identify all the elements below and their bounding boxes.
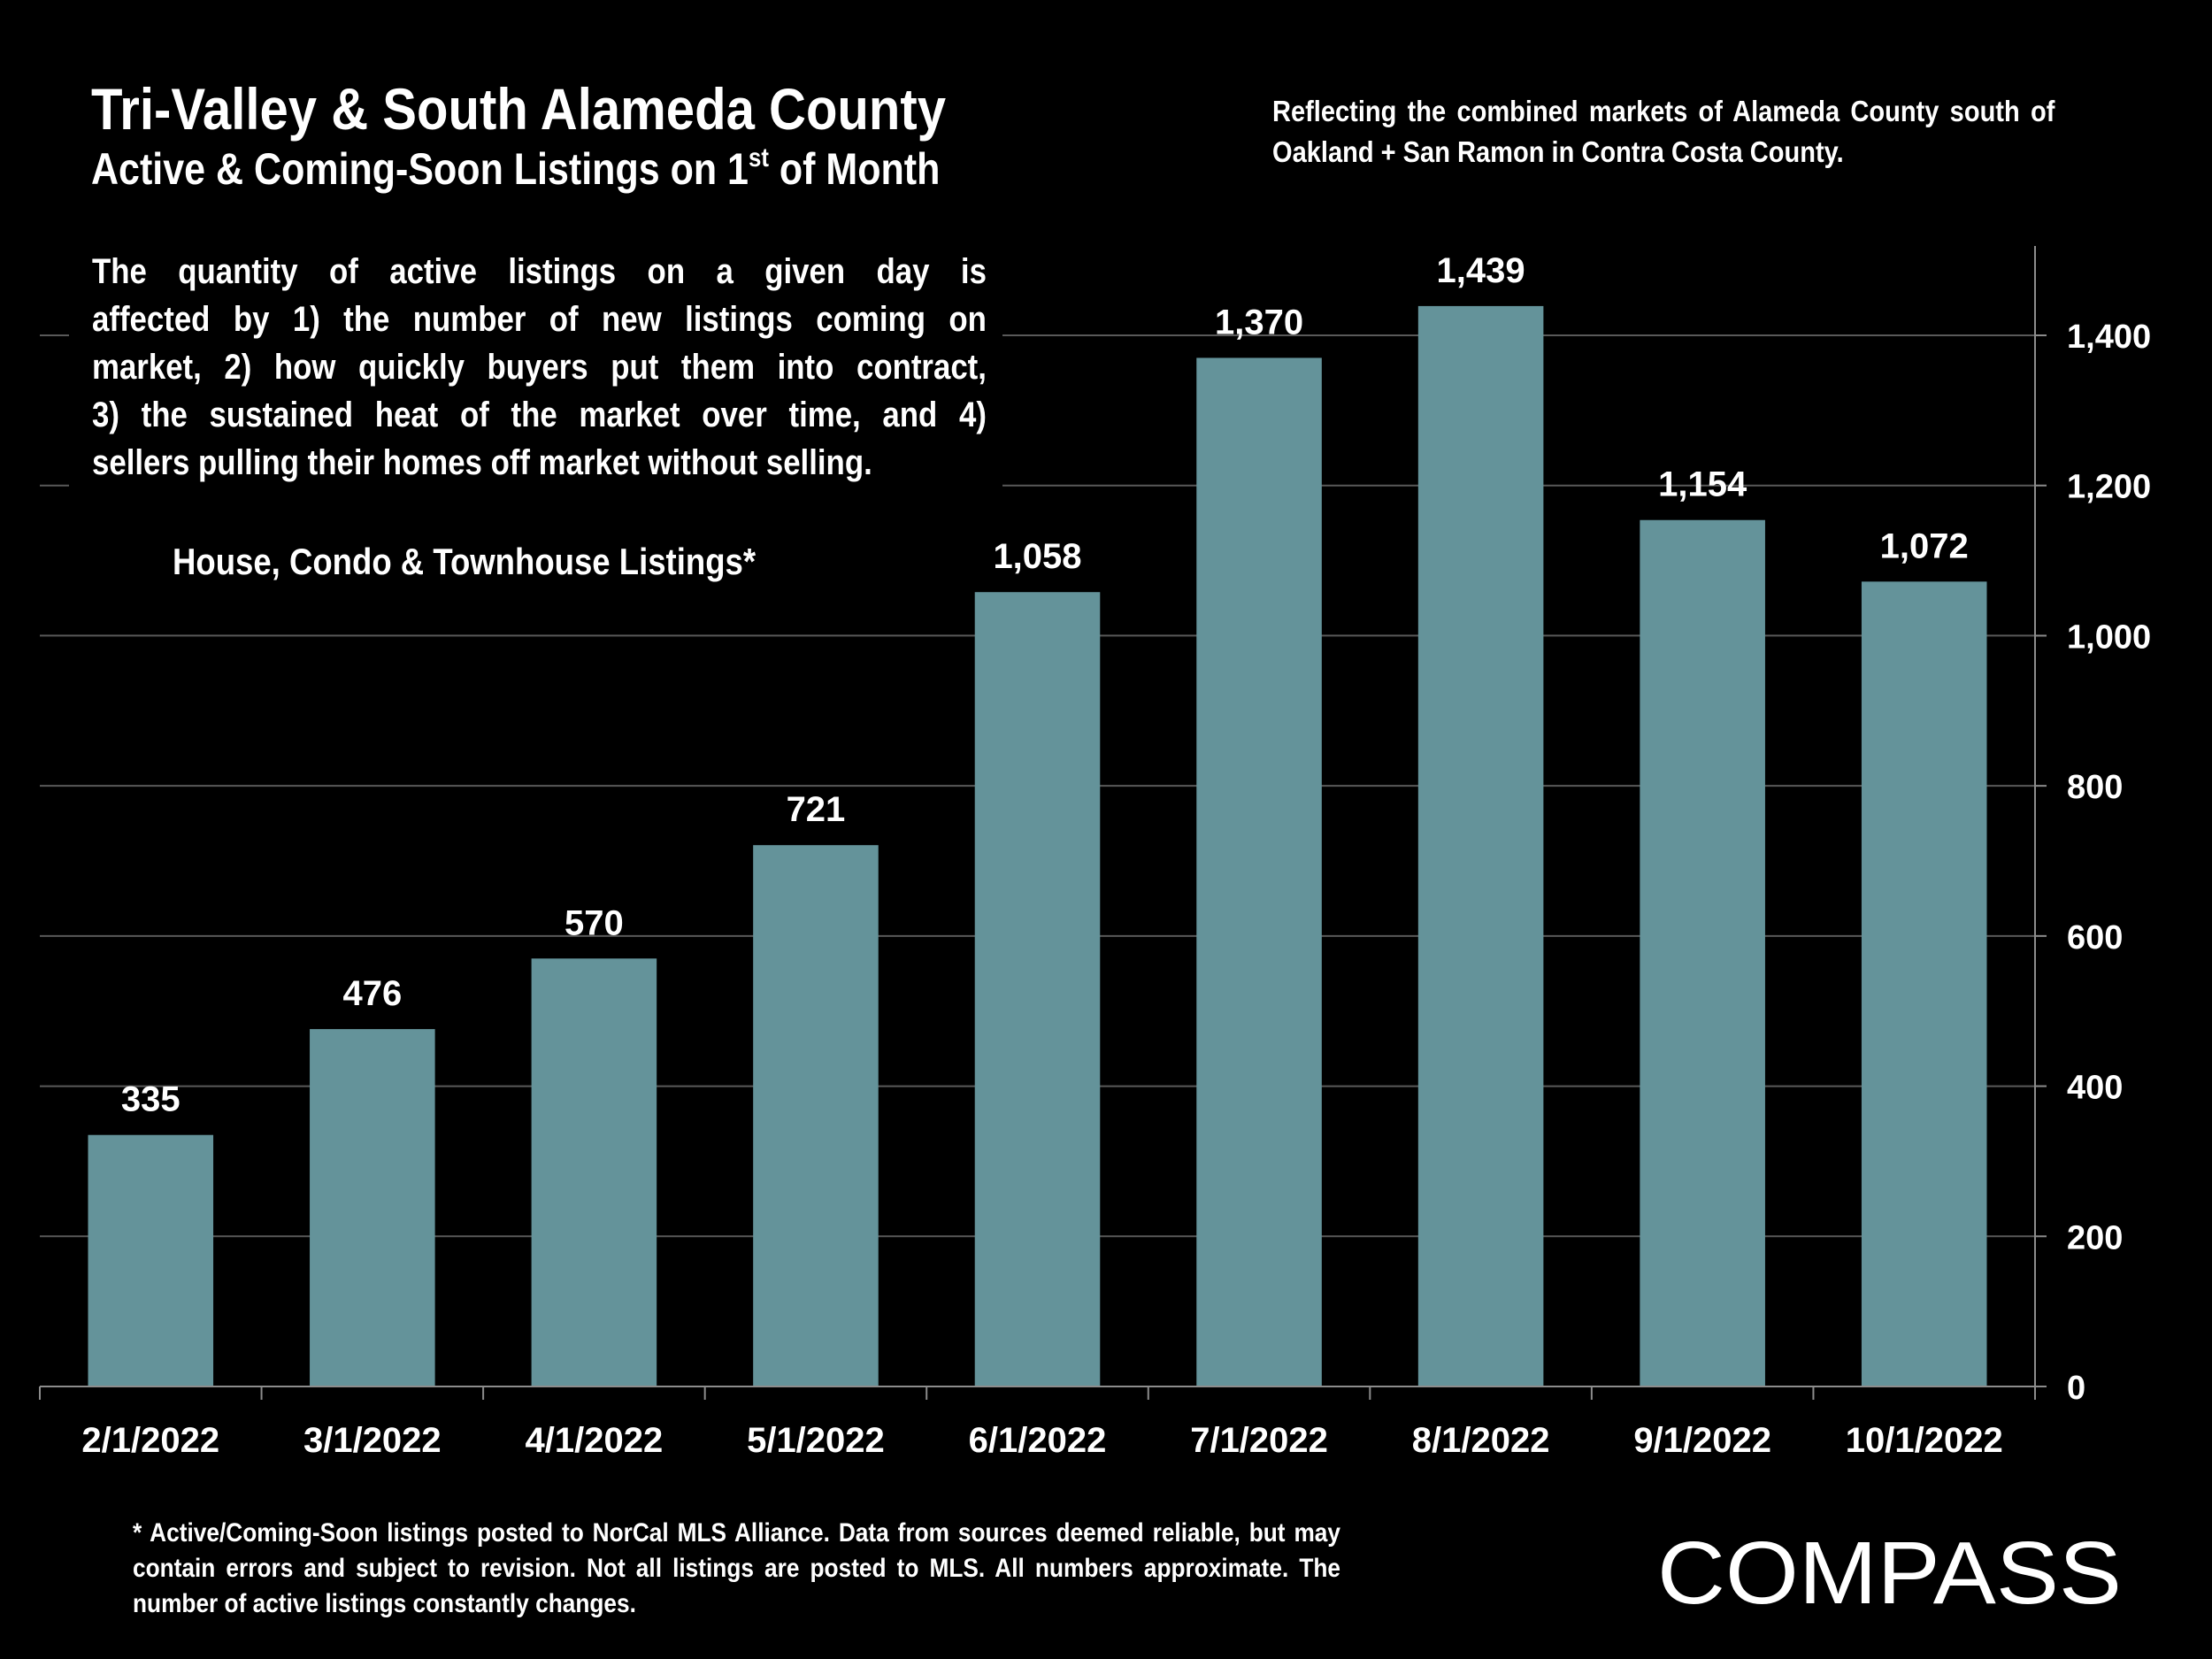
bar xyxy=(1196,357,1322,1386)
data-label: 721 xyxy=(787,790,846,829)
y-tick-label: 400 xyxy=(2067,1070,2123,1107)
y-tick-label: 800 xyxy=(2067,769,2123,806)
explanation-line: sellers pulling their homes off market w… xyxy=(92,443,872,482)
logo-text: COMPASS xyxy=(1657,1536,2122,1609)
data-label: 1,154 xyxy=(1658,465,1747,504)
subtitle-text: Active & Coming-Soon Listings on 1st of … xyxy=(91,144,941,194)
data-label: 570 xyxy=(565,903,624,942)
data-label: 1,058 xyxy=(993,537,1081,576)
x-tick-label: 7/1/2022 xyxy=(1190,1421,1328,1460)
data-label: 335 xyxy=(121,1080,180,1119)
subtitle-end: of Month xyxy=(768,144,941,194)
y-tick-label: 600 xyxy=(2067,919,2123,956)
subtitle-main: Active & Coming-Soon Listings on 1 xyxy=(91,144,749,194)
explanation-line: 3) the sustained heat of the market over… xyxy=(92,396,987,434)
data-labels: 335 476 570 721 1,058 1,370 1,439 1,154 1,072 xyxy=(121,251,1969,1119)
y-tick-label: 1,000 xyxy=(2067,618,2151,656)
explanation-box: The quantity of active listings on a giv… xyxy=(69,241,1002,494)
x-tick-label: 5/1/2022 xyxy=(747,1421,885,1460)
scope-note-text: Reflecting the combined markets of Alame… xyxy=(1272,95,2055,168)
title-text: Tri-Valley & South Alameda County xyxy=(91,76,947,142)
compass-logo: COMPASS xyxy=(1657,1536,2122,1609)
data-label: 476 xyxy=(342,974,402,1013)
bar xyxy=(753,845,879,1386)
scope-note: Reflecting the combined markets of Alame… xyxy=(1272,91,2055,173)
x-tick-label: 10/1/2022 xyxy=(1846,1421,2003,1460)
bar xyxy=(1417,305,1544,1386)
bar xyxy=(531,958,657,1386)
y-tick-label: 1,200 xyxy=(2067,469,2151,506)
series-label-text: House, Condo & Townhouse Listings* xyxy=(173,541,757,582)
x-tick-label: 2/1/2022 xyxy=(81,1421,219,1460)
x-tick-label: 9/1/2022 xyxy=(1633,1421,1771,1460)
x-tick-label: 3/1/2022 xyxy=(303,1421,442,1460)
data-label: 1,439 xyxy=(1437,251,1525,290)
footnote: * Active/Coming-Soon listings posted to … xyxy=(133,1516,1340,1622)
series-label: House, Condo & Townhouse Listings* xyxy=(173,543,843,580)
chart-title: Tri-Valley & South Alameda County xyxy=(91,80,1063,138)
bar xyxy=(310,1029,435,1386)
y-tick-label: 0 xyxy=(2067,1370,2085,1407)
bar xyxy=(974,592,1101,1386)
explanation-text: The quantity of active listings on a giv… xyxy=(92,248,987,487)
x-tick-label: 6/1/2022 xyxy=(969,1421,1107,1460)
explanation-line: affected by 1) the number of new listing… xyxy=(92,300,987,339)
explanation-line: The quantity of active listings on a giv… xyxy=(92,252,987,291)
bar xyxy=(1861,581,1987,1386)
y-tick-label: 1,400 xyxy=(2067,319,2151,356)
bar xyxy=(88,1134,214,1386)
data-label: 1,072 xyxy=(1880,526,1969,565)
chart-subtitle: Active & Coming-Soon Listings on 1st of … xyxy=(91,144,1079,194)
explanation-line: market, 2) how quickly buyers put them i… xyxy=(92,348,987,387)
data-label: 1,370 xyxy=(1215,303,1303,342)
x-tick-label: 4/1/2022 xyxy=(526,1421,664,1460)
bar xyxy=(1640,519,1765,1386)
subtitle-superscript: st xyxy=(748,143,769,173)
footnote-text: * Active/Coming-Soon listings posted to … xyxy=(133,1518,1340,1618)
x-tick-label: 8/1/2022 xyxy=(1412,1421,1550,1460)
axes: 0 200 400 600 800 1,000 1,200 1,400 2/1/2022 3/1/… xyxy=(39,246,2151,1460)
bars xyxy=(88,305,1987,1386)
y-tick-label: 200 xyxy=(2067,1219,2123,1256)
